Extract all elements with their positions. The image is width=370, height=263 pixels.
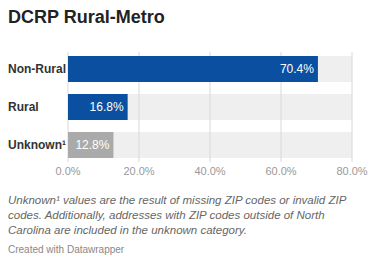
bar [68,56,318,82]
category-label: Rural [8,100,39,114]
title: DCRP Rural-Metro [8,7,165,27]
category-label: Non-Rural [8,62,66,76]
tick-label: 40.0% [194,165,225,177]
footnote: Unknown¹ values are the result of missin… [8,193,358,238]
data-label: 16.8% [90,100,124,114]
tick-label: 60.0% [265,165,296,177]
tick-label: 80.0% [336,165,367,177]
data-label: 12.8% [75,138,109,152]
bar [68,132,113,158]
bar [68,94,128,120]
data-label: 70.4% [280,62,314,76]
grid-line [352,52,353,162]
credit: Created with Datawrapper [8,244,124,255]
tick-label: 0.0% [55,165,80,177]
category-label: Unknown¹ [8,138,66,152]
bar-track [68,56,352,82]
tick-label: 20.0% [123,165,154,177]
bars [68,56,318,158]
